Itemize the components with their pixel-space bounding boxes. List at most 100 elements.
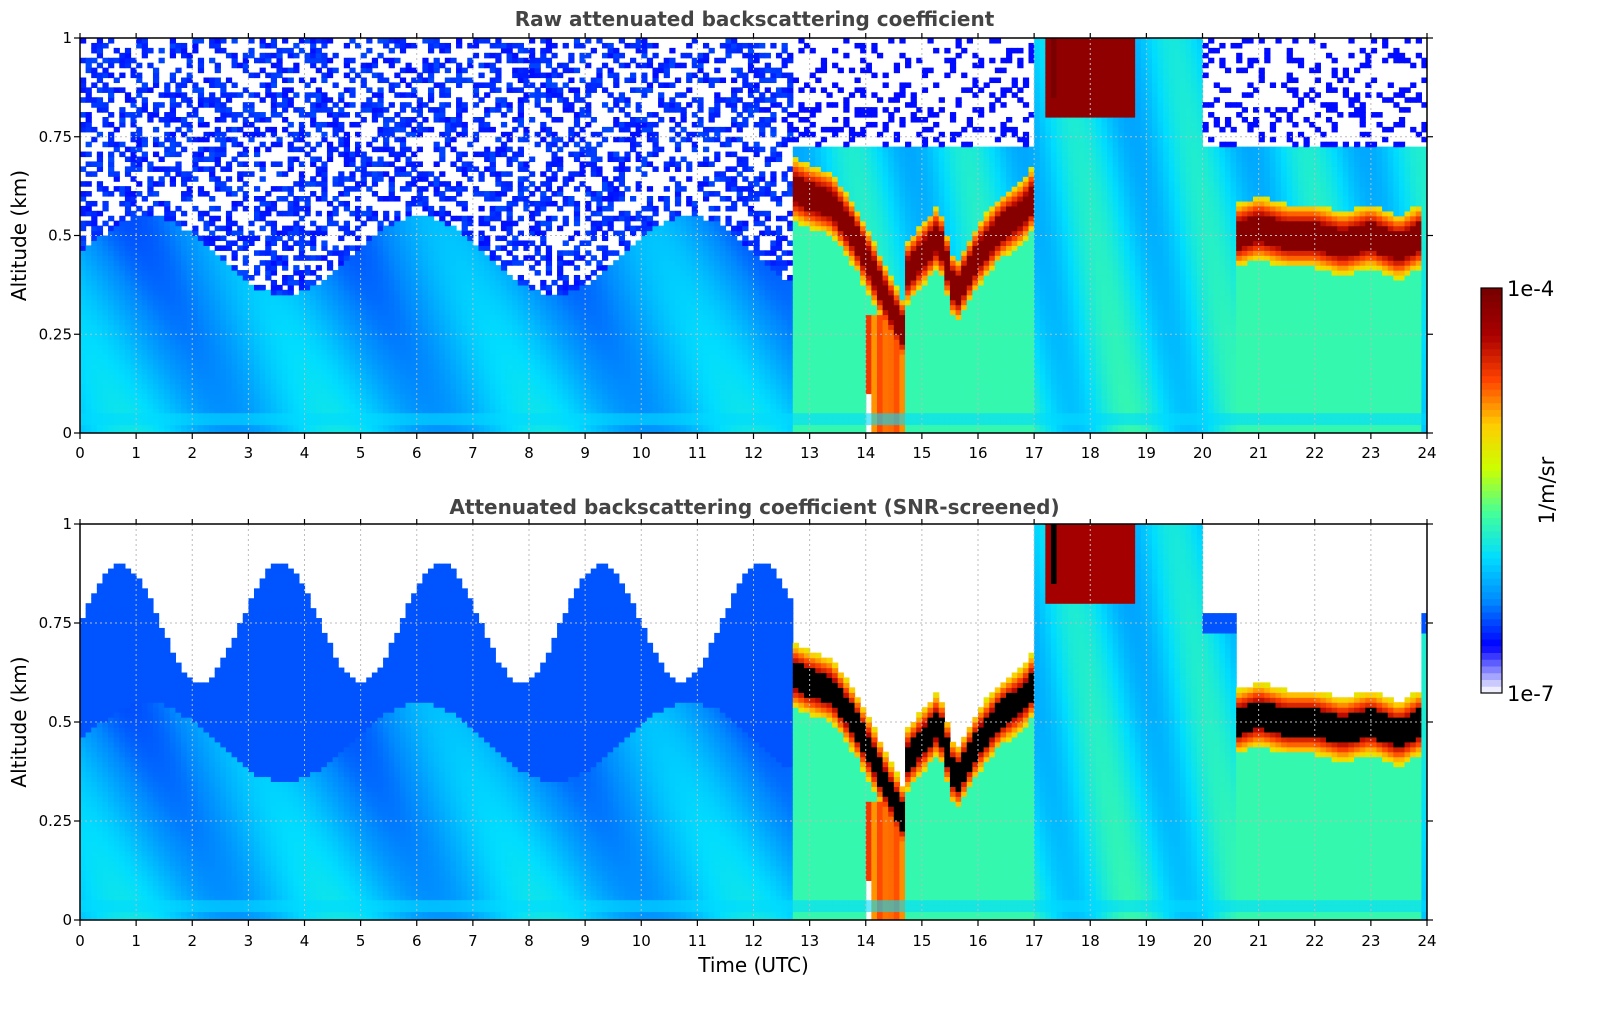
heatmap-cell <box>427 72 435 79</box>
heatmap-cell <box>411 42 418 49</box>
heatmap-cell <box>259 97 266 103</box>
heatmap-cell <box>321 52 328 59</box>
heatmap-cell <box>175 403 182 409</box>
heatmap-cell <box>80 339 87 345</box>
heatmap-cell <box>366 250 373 256</box>
heatmap-cell <box>433 398 440 404</box>
heatmap-cell <box>355 403 362 409</box>
heatmap-cell <box>298 146 306 153</box>
heatmap-cell <box>209 349 216 355</box>
heatmap-cell <box>450 57 457 64</box>
heatmap-cell <box>523 284 530 291</box>
heatmap-cell <box>181 240 188 246</box>
heatmap-cell <box>276 57 283 64</box>
heatmap-cell <box>192 349 199 355</box>
heatmap-cell <box>394 403 401 409</box>
heatmap-cell <box>259 304 266 311</box>
heatmap-cell <box>304 368 311 375</box>
heatmap-cell <box>540 196 547 202</box>
heatmap-cell <box>338 294 345 301</box>
heatmap-cell <box>282 314 289 321</box>
heatmap-cell <box>433 358 440 365</box>
heatmap-cell <box>388 329 395 335</box>
heatmap-cell <box>225 97 233 103</box>
heatmap-cell <box>237 245 244 251</box>
heatmap-cell <box>495 373 502 380</box>
heatmap-cell <box>545 82 553 88</box>
heatmap-cell <box>467 368 474 375</box>
heatmap-cell <box>192 289 199 296</box>
heatmap-cell <box>113 314 120 321</box>
heatmap-cell <box>349 408 356 414</box>
heatmap-cell <box>450 398 457 404</box>
heatmap-cell <box>124 373 132 380</box>
heatmap-cell <box>427 210 435 217</box>
heatmap-cell <box>186 235 193 242</box>
heatmap-cell <box>478 349 485 355</box>
heatmap-cell <box>326 151 334 158</box>
heatmap-cell <box>489 210 496 217</box>
heatmap-cell <box>310 309 317 316</box>
heatmap-cell <box>411 354 418 360</box>
heatmap-cell <box>214 107 221 113</box>
heatmap-cell <box>545 225 553 232</box>
heatmap-cell <box>529 62 536 69</box>
heatmap-cell <box>484 82 491 88</box>
heatmap-cell <box>338 181 345 187</box>
heatmap-cell <box>371 92 379 98</box>
heatmap-cell <box>450 270 457 276</box>
heatmap-cell <box>237 62 244 69</box>
heatmap-cell <box>433 225 440 232</box>
heatmap-cell <box>130 373 137 380</box>
heatmap-cell <box>248 339 255 345</box>
heatmap-cell <box>383 38 390 44</box>
heatmap-cell <box>181 270 188 276</box>
heatmap-cell <box>158 428 165 433</box>
heatmap-cell <box>540 344 547 350</box>
heatmap-cell <box>562 220 569 227</box>
heatmap-cell <box>416 176 423 182</box>
heatmap-cell <box>360 349 367 355</box>
heatmap-cell <box>551 428 558 433</box>
heatmap-cell <box>405 42 412 49</box>
heatmap-cell <box>545 200 553 207</box>
heatmap-cell <box>326 344 334 350</box>
heatmap-cell <box>214 97 221 103</box>
heatmap-cell <box>377 329 384 335</box>
heatmap-cell <box>343 102 350 108</box>
heatmap-cell <box>242 408 249 414</box>
heatmap-cell <box>91 279 98 286</box>
heatmap-cell <box>220 235 227 242</box>
heatmap-cell <box>338 250 345 256</box>
heatmap-cell <box>377 388 384 395</box>
heatmap-cell <box>181 284 188 291</box>
heatmap-cell <box>181 275 188 281</box>
heatmap-cell <box>147 309 154 316</box>
heatmap-cell <box>500 97 508 103</box>
heatmap-cell <box>349 284 356 291</box>
heatmap-cell <box>259 200 266 207</box>
heatmap-cell <box>326 156 334 163</box>
heatmap-cell <box>427 181 435 187</box>
heatmap-cell <box>399 186 407 192</box>
heatmap-cell <box>360 151 367 158</box>
heatmap-cell <box>136 378 143 385</box>
heatmap-cell <box>108 309 115 316</box>
heatmap-cell <box>366 294 373 301</box>
heatmap-cell <box>439 294 446 301</box>
heatmap-cell <box>349 334 356 340</box>
heatmap-cell <box>270 304 278 311</box>
heatmap-cell <box>321 428 328 433</box>
heatmap-cell <box>394 299 401 306</box>
heatmap-cell <box>388 87 395 93</box>
heatmap-cell <box>304 279 311 286</box>
heatmap-cell <box>399 225 407 232</box>
heatmap-cell <box>248 289 255 296</box>
heatmap-cell <box>147 191 154 197</box>
heatmap-cell <box>321 344 328 350</box>
heatmap-cell <box>276 284 283 291</box>
heatmap-cell <box>388 324 395 330</box>
heatmap-cell <box>478 393 485 400</box>
heatmap-cell <box>259 117 266 123</box>
heatmap-cell <box>484 314 491 321</box>
